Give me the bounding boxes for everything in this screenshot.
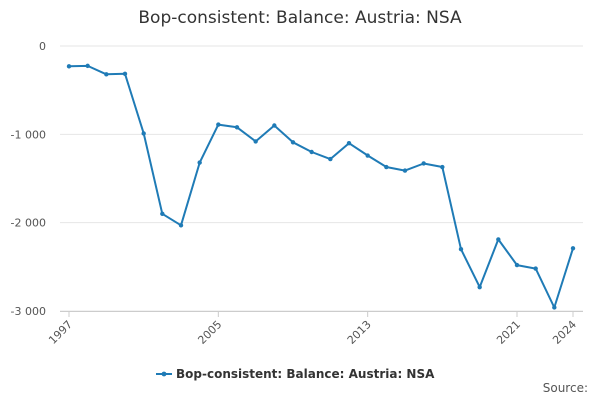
data-point[interactable] [216, 122, 221, 127]
data-point[interactable] [85, 63, 90, 69]
x-tick-label: 2013 [345, 318, 374, 347]
y-tick-label: -3 000 [11, 305, 46, 318]
data-point[interactable] [290, 140, 296, 145]
data-point[interactable] [178, 223, 184, 228]
data-point[interactable] [197, 160, 202, 165]
legend-label[interactable]: Bop-consistent: Balance: Austria: NSA [176, 367, 435, 381]
y-tick-label: -1 000 [11, 128, 46, 141]
legend-swatch-marker [161, 371, 167, 377]
x-tick-label: 2021 [494, 318, 523, 347]
y-tick-label: -2 000 [11, 217, 46, 230]
x-tick-label: 1997 [46, 318, 75, 347]
data-point[interactable] [496, 237, 501, 242]
data-point[interactable] [533, 266, 538, 271]
data-point[interactable] [514, 262, 520, 268]
data-point[interactable] [458, 246, 464, 252]
data-point[interactable] [402, 168, 408, 173]
data-point[interactable] [66, 64, 72, 69]
series-line [68, 64, 574, 309]
data-point[interactable] [440, 164, 445, 170]
data-point[interactable] [552, 305, 557, 310]
grid-lines [60, 45, 583, 312]
legend: Bop-consistent: Balance: Austria: NSA [156, 367, 435, 381]
data-point[interactable] [253, 139, 258, 144]
source-label: Source: [542, 381, 588, 395]
series-layer [66, 63, 576, 310]
data-point[interactable] [234, 125, 240, 130]
x-tick-label: 2005 [195, 318, 224, 347]
data-point[interactable] [570, 246, 576, 251]
data-point[interactable] [477, 284, 482, 290]
x-tick-label: 2024 [550, 318, 579, 347]
chart-title: Bop-consistent: Balance: Austria: NSA [138, 8, 462, 28]
data-point[interactable] [160, 211, 165, 217]
data-point[interactable] [346, 140, 352, 146]
data-point[interactable] [365, 153, 370, 158]
data-point[interactable] [328, 156, 333, 162]
y-tick-label: 0 [39, 40, 46, 53]
data-point[interactable] [141, 131, 146, 136]
data-point[interactable] [309, 149, 314, 155]
data-point[interactable] [272, 123, 277, 128]
data-point[interactable] [421, 161, 426, 166]
data-point[interactable] [122, 71, 128, 77]
data-point[interactable] [384, 164, 389, 170]
data-point[interactable] [104, 72, 109, 77]
